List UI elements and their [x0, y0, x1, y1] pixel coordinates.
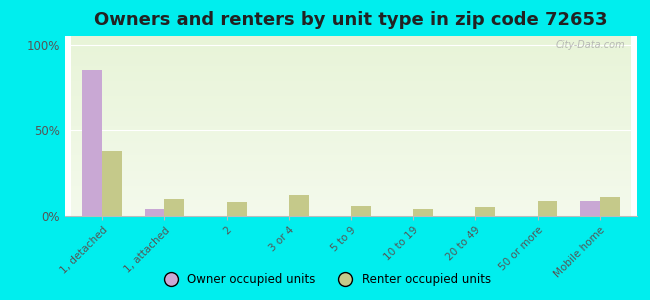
Bar — [144, 209, 164, 216]
Title: Owners and renters by unit type in zip code 72653: Owners and renters by unit type in zip c… — [94, 11, 608, 29]
Bar — [83, 70, 102, 216]
Bar — [475, 207, 495, 216]
Bar — [102, 151, 122, 216]
Bar — [351, 206, 371, 216]
Text: City-Data.com: City-Data.com — [556, 40, 625, 50]
Bar — [227, 202, 246, 216]
Bar — [600, 197, 619, 216]
Legend: Owner occupied units, Renter occupied units: Owner occupied units, Renter occupied un… — [154, 269, 496, 291]
Bar — [289, 195, 309, 216]
Bar — [413, 209, 433, 216]
Bar — [538, 201, 558, 216]
Bar — [164, 199, 185, 216]
Bar — [580, 201, 600, 216]
